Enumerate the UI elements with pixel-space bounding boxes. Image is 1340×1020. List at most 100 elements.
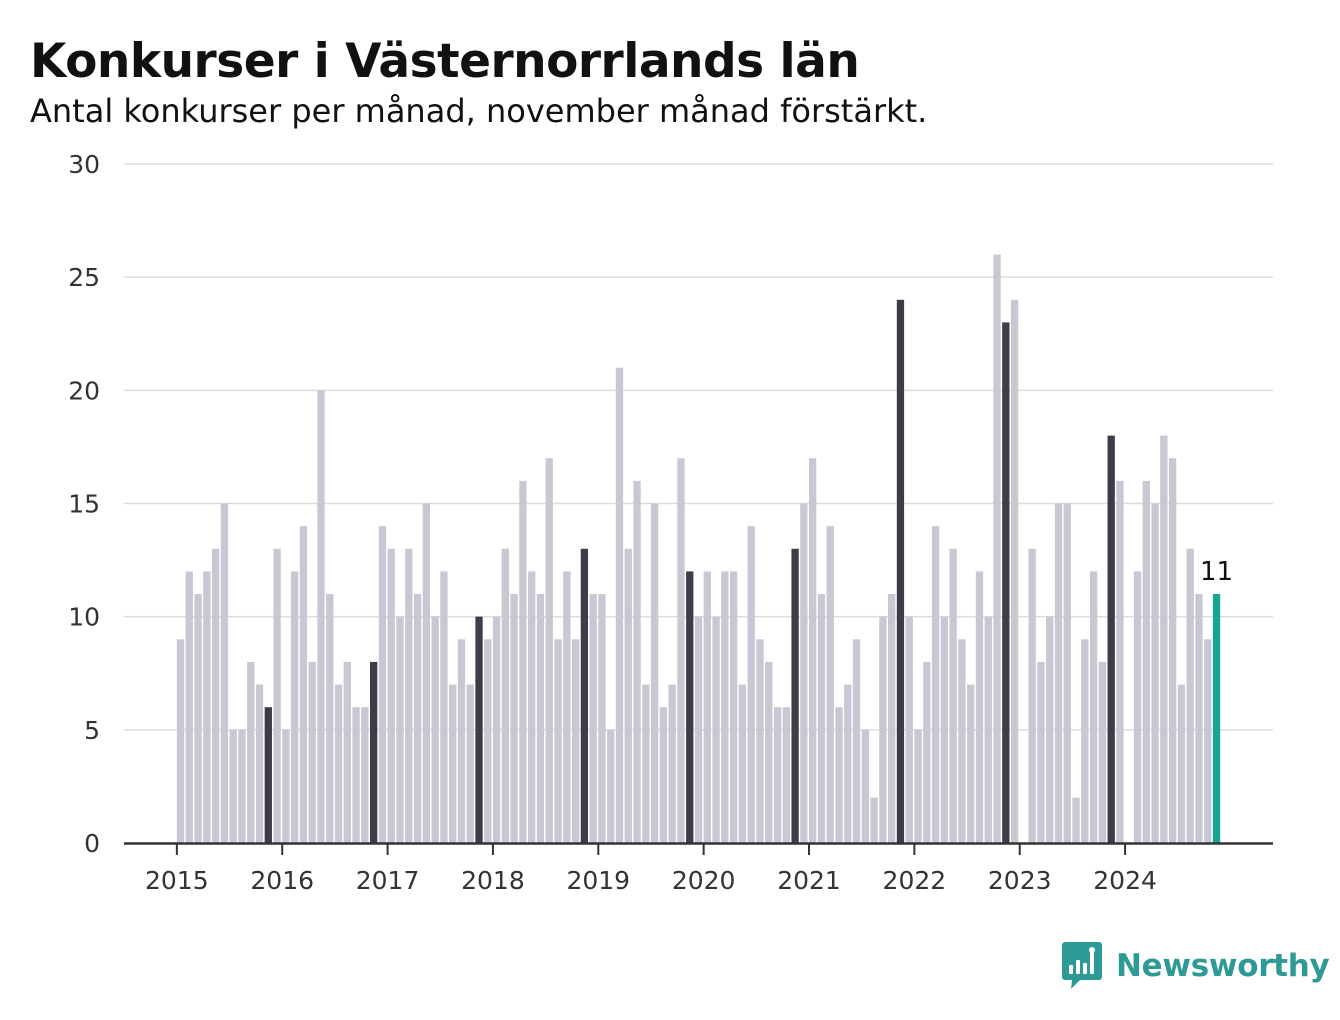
bar [721, 571, 729, 843]
bar [317, 390, 325, 843]
x-tick-label: 2021 [777, 866, 841, 895]
bar [975, 571, 984, 843]
bar [967, 684, 975, 843]
bar [642, 684, 650, 843]
bar [1098, 661, 1107, 843]
bar [852, 639, 861, 843]
bar-november [791, 548, 799, 843]
bar [633, 480, 641, 843]
bar [1168, 458, 1177, 843]
bar [378, 526, 387, 843]
bar [993, 254, 1001, 844]
bar [870, 797, 878, 843]
bar [282, 729, 290, 843]
bar [466, 684, 474, 843]
bar [826, 526, 834, 843]
bar [650, 503, 659, 843]
bar [396, 616, 404, 843]
bar [563, 571, 571, 843]
bar [879, 616, 887, 843]
axes [124, 842, 1273, 855]
x-tick-label: 2019 [566, 866, 630, 895]
bar [326, 594, 334, 843]
chart-title: Konkurser i Västernorrlands län [30, 34, 860, 89]
bar [238, 729, 246, 843]
bar [905, 616, 913, 843]
bar [668, 684, 676, 843]
bar [1089, 571, 1098, 843]
bar [247, 661, 255, 843]
bar [607, 729, 615, 843]
bar [659, 707, 668, 843]
bar [405, 548, 413, 843]
bar [1177, 684, 1186, 843]
bar [431, 616, 439, 843]
bar [589, 594, 597, 843]
bar [220, 503, 229, 843]
bar [931, 526, 940, 843]
y-tick-label: 0 [84, 829, 100, 858]
bar [361, 707, 369, 843]
bar [940, 616, 949, 843]
bar [545, 458, 553, 843]
bar [984, 616, 992, 843]
bar [273, 548, 281, 843]
y-tick-label: 25 [68, 263, 100, 292]
bar [914, 729, 922, 843]
bar [861, 729, 869, 843]
bar [484, 639, 492, 843]
bar [1063, 503, 1071, 843]
bar [449, 684, 457, 843]
bar [835, 707, 843, 843]
x-tick-label: 2024 [1093, 866, 1157, 895]
bar [229, 729, 237, 843]
bar [756, 639, 764, 843]
bar [203, 571, 211, 843]
bar [1116, 480, 1124, 843]
bar [817, 594, 826, 843]
bar [844, 684, 852, 843]
bar [536, 594, 545, 843]
newsworthy-logo: Newsworthy [1062, 942, 1330, 990]
bar-november [264, 707, 272, 843]
y-tick-label: 30 [68, 150, 100, 179]
bar [194, 594, 202, 843]
bar [1204, 639, 1212, 843]
bar [422, 503, 430, 843]
bar [211, 548, 220, 843]
bar [729, 571, 738, 843]
bar [765, 661, 773, 843]
bar [492, 616, 501, 843]
bar-chart-speech-bubble-icon [1062, 942, 1102, 989]
bar [677, 458, 685, 843]
bar [712, 616, 720, 843]
bar [290, 571, 299, 843]
bar [738, 684, 747, 843]
bar [1142, 480, 1150, 843]
bar [1010, 299, 1019, 843]
bar [1072, 797, 1080, 843]
x-tick-label: 2018 [461, 866, 525, 895]
bar [1151, 503, 1159, 843]
y-tick-label: 15 [68, 490, 100, 519]
bar [299, 526, 308, 843]
labels: 0 5 10 15 20 25 30 11 2015 2016 2017 2018 2019 2020 20… [68, 150, 1233, 895]
bar [1160, 435, 1168, 843]
bar [519, 480, 527, 843]
bar [440, 571, 448, 843]
y-tick-label: 5 [84, 716, 100, 745]
bar-november [686, 571, 694, 843]
bar [1186, 548, 1194, 843]
bar [510, 594, 518, 843]
bar-november [580, 548, 589, 843]
bar [1195, 594, 1203, 843]
bars [176, 254, 1221, 844]
bar [308, 661, 316, 843]
bar [1133, 571, 1142, 843]
bar [1037, 661, 1045, 843]
x-tick-label: 2023 [988, 866, 1052, 895]
bar [598, 594, 606, 843]
x-tick-label: 2015 [145, 866, 209, 895]
bar [1028, 548, 1036, 843]
bar [343, 661, 351, 843]
